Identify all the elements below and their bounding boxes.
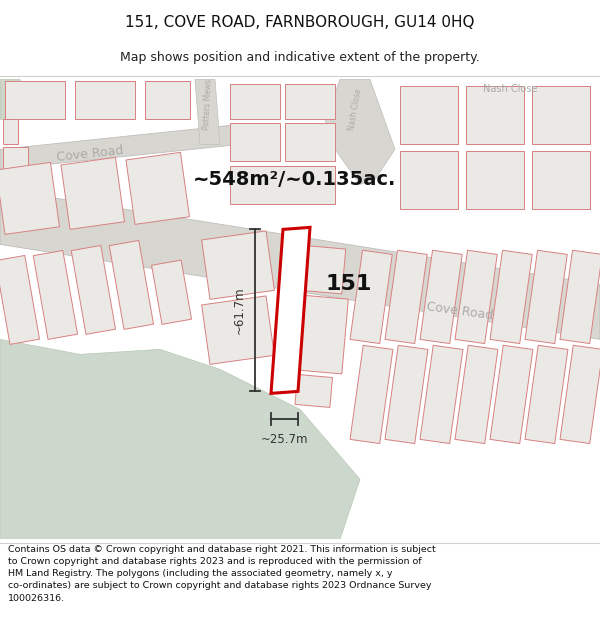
Text: ~61.7m: ~61.7m [233,286,245,334]
Polygon shape [490,250,532,344]
Text: Nash Close: Nash Close [483,84,537,94]
Text: 151: 151 [325,274,371,294]
Polygon shape [0,124,240,169]
Polygon shape [0,79,30,119]
Polygon shape [33,251,77,339]
Polygon shape [109,241,154,329]
Text: Nash Close: Nash Close [347,88,363,131]
Polygon shape [152,260,191,324]
Polygon shape [455,345,498,444]
Text: Potters Mews: Potters Mews [202,79,214,130]
Polygon shape [195,79,220,144]
Text: Cove Road: Cove Road [56,144,124,164]
Polygon shape [466,151,524,209]
Polygon shape [0,256,40,344]
Text: ~25.7m: ~25.7m [261,433,308,446]
Polygon shape [230,84,280,119]
Polygon shape [532,151,590,209]
Text: Cove Road: Cove Road [426,300,494,322]
Polygon shape [0,189,600,339]
Polygon shape [202,231,274,299]
Polygon shape [325,79,395,184]
Polygon shape [202,296,274,364]
Polygon shape [126,152,190,224]
Polygon shape [230,166,335,204]
Text: 151, COVE ROAD, FARNBOROUGH, GU14 0HQ: 151, COVE ROAD, FARNBOROUGH, GU14 0HQ [125,16,475,31]
Polygon shape [230,123,280,161]
Polygon shape [290,294,349,374]
Polygon shape [350,345,393,444]
Polygon shape [400,86,458,144]
Polygon shape [466,86,524,144]
Polygon shape [560,250,600,344]
Polygon shape [420,250,462,344]
Polygon shape [400,151,458,209]
Polygon shape [3,119,18,144]
Polygon shape [145,81,190,119]
Polygon shape [455,250,497,344]
Polygon shape [385,345,428,444]
Polygon shape [290,244,346,294]
Polygon shape [295,374,332,408]
Polygon shape [490,345,533,444]
Polygon shape [285,123,335,161]
Polygon shape [385,250,427,344]
Polygon shape [420,345,463,444]
Polygon shape [0,339,360,539]
Polygon shape [532,86,590,144]
Polygon shape [525,345,568,444]
Polygon shape [5,81,65,119]
Polygon shape [350,250,392,344]
Polygon shape [75,81,135,119]
Polygon shape [560,345,600,444]
Polygon shape [0,162,59,234]
Text: Contains OS data © Crown copyright and database right 2021. This information is : Contains OS data © Crown copyright and d… [8,545,436,602]
Polygon shape [3,148,28,178]
Polygon shape [71,246,116,334]
Polygon shape [285,84,335,119]
Polygon shape [271,228,310,393]
Text: Map shows position and indicative extent of the property.: Map shows position and indicative extent… [120,51,480,64]
Text: ~548m²/~0.135ac.: ~548m²/~0.135ac. [193,170,397,189]
Polygon shape [61,158,124,229]
Polygon shape [525,250,567,344]
